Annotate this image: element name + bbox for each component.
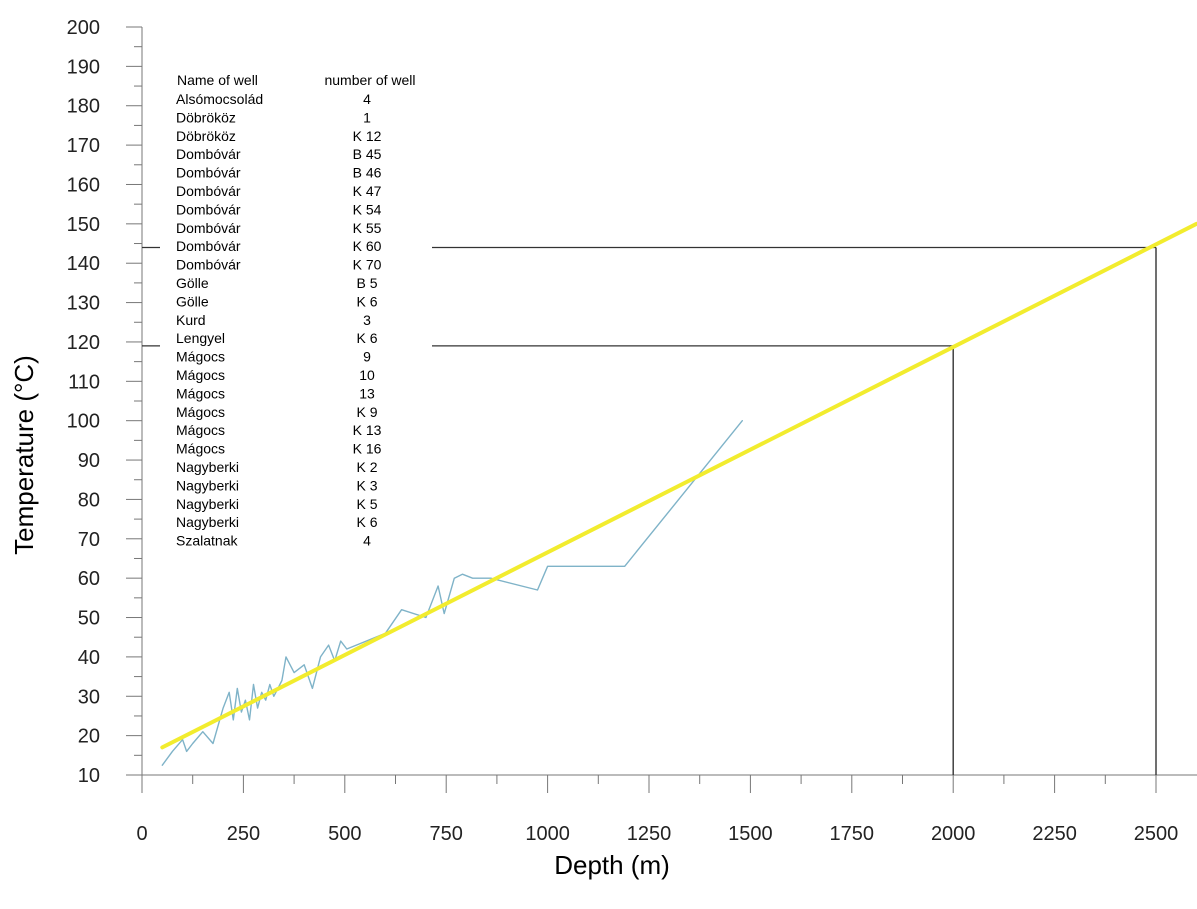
y-tick-label: 90	[78, 450, 100, 472]
y-axis-title: Temperature (°C)	[9, 355, 39, 555]
legend-well-name: Dombóvár	[176, 238, 241, 254]
x-tick-label: 1750	[830, 823, 875, 845]
x-tick-label: 1500	[728, 823, 773, 845]
legend-well-number: 3	[363, 312, 371, 328]
legend-well-name: Mágocs	[176, 385, 225, 401]
x-tick-label: 250	[227, 823, 260, 845]
y-tick-label: 170	[67, 135, 100, 157]
x-tick-label: 0	[136, 823, 147, 845]
legend-well-number: K 54	[353, 201, 382, 217]
legend-header-name: Name of well	[177, 72, 258, 88]
legend-well-number: K 5	[356, 496, 377, 512]
x-tick-label: 750	[430, 823, 463, 845]
y-tick-label: 130	[67, 293, 100, 315]
y-tick-label: 30	[78, 686, 100, 708]
legend-well-name: Lengyel	[176, 330, 225, 346]
x-tick-label: 1250	[627, 823, 672, 845]
y-tick-label: 120	[67, 332, 100, 354]
x-tick-label: 2250	[1032, 823, 1077, 845]
legend-well-name: Nagyberki	[176, 514, 239, 530]
legend-well-name: Mágocs	[176, 422, 225, 438]
legend-well-name: Kurd	[176, 312, 206, 328]
legend-well-name: Nagyberki	[176, 459, 239, 475]
legend-well-number: K 47	[353, 183, 382, 199]
legend-well-number: B 46	[353, 165, 382, 181]
legend-well-number: K 55	[353, 220, 382, 236]
legend-well-name: Mágocs	[176, 441, 225, 457]
x-tick-label: 2500	[1134, 823, 1179, 845]
legend-well-number: K 9	[356, 404, 377, 420]
trend-line	[160, 221, 1197, 750]
y-tick-label: 70	[78, 529, 100, 551]
legend-well-name: Nagyberki	[176, 496, 239, 512]
x-axis-title: Depth (m)	[554, 850, 670, 880]
legend-well-name: Gölle	[176, 293, 209, 309]
legend-well-name: Dombóvár	[176, 220, 241, 236]
y-tick-label: 140	[67, 253, 100, 275]
y-tick-label: 50	[78, 608, 100, 630]
y-tick-label: 160	[67, 174, 100, 196]
y-tick-label: 100	[67, 411, 100, 433]
legend-well-number: K 2	[356, 459, 377, 475]
legend-well-number: K 3	[356, 477, 377, 493]
legend-well-name: Döbrököz	[176, 128, 236, 144]
legend-well-name: Dombóvár	[176, 183, 241, 199]
legend-well-name: Alsómocsolád	[176, 91, 263, 107]
legend-well-number: K 6	[356, 293, 377, 309]
y-tick-label: 20	[78, 726, 100, 748]
y-tick-label: 110	[68, 371, 100, 393]
series-group	[160, 221, 1197, 766]
legend-well-number: K 12	[353, 128, 382, 144]
legend-table: Name of well number of well Alsómocsolád 4 D…	[160, 68, 432, 550]
y-tick-label: 60	[78, 568, 100, 590]
x-tick-label: 2000	[931, 823, 976, 845]
y-tick-label: 80	[78, 489, 100, 511]
legend-well-number: 13	[359, 385, 375, 401]
legend-well-number: K 16	[353, 441, 382, 457]
legend-header-number: number of well	[324, 72, 415, 88]
legend-well-number: 4	[363, 91, 371, 107]
x-tick-label: 500	[328, 823, 361, 845]
legend-well-name: Dombóvár	[176, 257, 241, 273]
legend-well-name: Szalatnak	[176, 533, 238, 549]
axes: 1020304050607080901001101201301401501601…	[67, 17, 1197, 845]
y-tick-label: 200	[67, 17, 100, 39]
legend-well-number: K 13	[353, 422, 382, 438]
y-tick-label: 180	[67, 96, 100, 118]
legend-well-number: K 6	[356, 330, 377, 346]
measured-data-line	[161, 420, 743, 766]
legend-well-number: 9	[363, 349, 371, 365]
legend-well-name: Dombóvár	[176, 165, 241, 181]
y-tick-label: 150	[67, 214, 100, 236]
y-tick-label: 10	[78, 765, 100, 787]
legend-well-name: Dombóvár	[176, 146, 241, 162]
legend-well-number: K 6	[356, 514, 377, 530]
legend-well-number: B 5	[356, 275, 377, 291]
legend-well-number: B 45	[353, 146, 382, 162]
legend-well-name: Döbrököz	[176, 109, 236, 125]
legend-well-number: K 60	[353, 238, 382, 254]
legend-well-name: Nagyberki	[176, 477, 239, 493]
legend-well-name: Gölle	[176, 275, 209, 291]
legend-well-name: Dombóvár	[176, 201, 241, 217]
legend-well-name: Mágocs	[176, 349, 225, 365]
legend-well-name: Mágocs	[176, 367, 225, 383]
legend-well-number: 10	[359, 367, 375, 383]
y-tick-label: 40	[78, 647, 100, 669]
legend-well-number: K 70	[353, 257, 382, 273]
legend-well-name: Mágocs	[176, 404, 225, 420]
legend-background	[160, 68, 432, 550]
legend-well-number: 1	[363, 109, 371, 125]
y-tick-label: 190	[67, 56, 100, 78]
legend-well-number: 4	[363, 533, 371, 549]
x-tick-label: 1000	[525, 823, 570, 845]
